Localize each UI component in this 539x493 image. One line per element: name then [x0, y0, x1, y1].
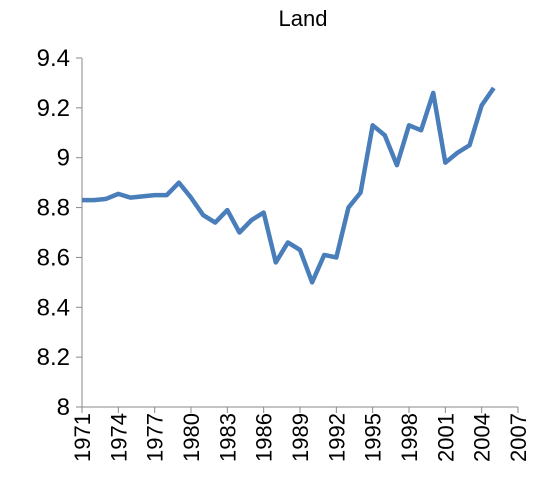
y-tick-label: 8.2 [37, 344, 70, 371]
x-tick-label: 1986 [252, 413, 277, 462]
y-tick-label: 9.4 [37, 45, 70, 72]
y-tick-label: 8 [57, 394, 70, 421]
chart-title: Land [279, 6, 328, 31]
x-tick-label: 1971 [70, 413, 95, 462]
x-tick-label: 2007 [506, 413, 531, 462]
x-tick-label: 1983 [215, 413, 240, 462]
y-tick-label: 8.8 [37, 195, 70, 222]
y-tick-label: 9 [57, 145, 70, 172]
y-tick-label: 8.4 [37, 294, 70, 321]
x-tick-label: 1995 [361, 413, 386, 462]
x-tick-label: 1989 [288, 413, 313, 462]
x-tick-label: 1974 [106, 413, 131, 462]
data-line [82, 86, 496, 285]
x-tick-label: 1998 [397, 413, 422, 462]
x-tick-label: 1977 [143, 413, 168, 462]
y-tick-label: 8.6 [37, 244, 70, 271]
x-tick-label: 1992 [324, 413, 349, 462]
y-tick-label: 9.2 [37, 95, 70, 122]
x-tick-label: 2004 [470, 413, 495, 462]
x-tick-label: 1980 [179, 413, 204, 462]
x-tick-label: 2001 [433, 413, 458, 462]
